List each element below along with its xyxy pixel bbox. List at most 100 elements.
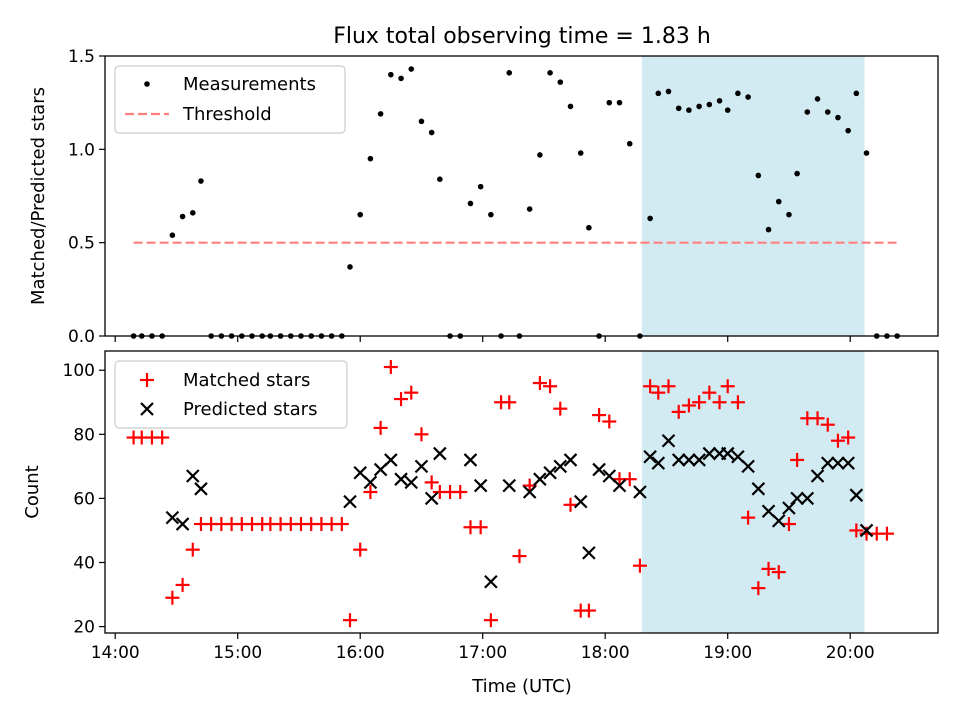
matched-star-point xyxy=(404,385,419,400)
matched-star-point xyxy=(720,379,735,394)
predicted-star-point xyxy=(484,574,498,589)
predicted-star-point xyxy=(633,485,647,499)
predicted-star-point xyxy=(543,465,557,480)
matched-star-point xyxy=(383,360,398,375)
measurement-point xyxy=(696,103,702,110)
measurement-point xyxy=(428,129,435,136)
x-tick-label: 16:00 xyxy=(336,643,385,663)
predicted-star-point xyxy=(643,449,657,464)
top-x-ticks xyxy=(114,336,851,342)
y-tick-label: 1.5 xyxy=(68,47,95,67)
matched-star-point xyxy=(553,401,568,416)
matched-star-point xyxy=(473,520,488,535)
top-legend: Measurements Threshold xyxy=(114,65,346,134)
predicted-star-point xyxy=(800,491,815,506)
predicted-star-point xyxy=(671,453,686,467)
measurement-point xyxy=(488,211,494,218)
legend-measurements-label: Measurements xyxy=(183,74,316,95)
measurement-point xyxy=(408,66,415,72)
predicted-star-point xyxy=(682,453,696,467)
predicted-star-point xyxy=(831,456,845,470)
measurement-point xyxy=(775,198,782,205)
measurement-point xyxy=(377,111,384,117)
measurement-point xyxy=(547,70,553,76)
top-axes-frame xyxy=(104,55,939,337)
matched-star-point xyxy=(879,526,894,541)
predicted-star-point xyxy=(175,517,190,531)
measurement-point xyxy=(835,114,841,121)
predicted-star-point xyxy=(841,456,855,470)
predicted-star-point xyxy=(751,482,766,496)
measurement-point xyxy=(745,94,751,100)
measurement-point xyxy=(606,99,613,106)
top-panel: 0.0 0.5 1.0 1.5 Matched/Predicted stars Mea… xyxy=(28,47,939,347)
matched-star-point xyxy=(692,395,707,410)
predicted-star-point xyxy=(790,491,804,506)
matched-star-point xyxy=(849,523,864,538)
top-legend-box xyxy=(114,65,346,134)
predicted-star-point xyxy=(414,459,429,474)
matched-star-point xyxy=(651,385,666,400)
predicted-star-point xyxy=(661,433,676,448)
legend-measurements-marker xyxy=(144,81,150,87)
measurement-point xyxy=(786,211,792,218)
matched-star-point xyxy=(751,581,766,596)
y-tick-label: 0.0 xyxy=(68,327,95,347)
y-tick-label: 20 xyxy=(73,618,95,638)
top-shaded-interval xyxy=(641,56,865,336)
matched-star-point xyxy=(810,411,825,426)
measurement-point xyxy=(367,155,374,162)
matched-star-point xyxy=(512,549,527,564)
measurement-point xyxy=(506,70,513,76)
measurement-point xyxy=(794,170,800,177)
matched-star-point xyxy=(453,485,468,499)
matched-star-point xyxy=(363,485,378,499)
x-tick-label: 18:00 xyxy=(581,643,630,663)
measurement-point xyxy=(853,90,860,97)
matched-star-point xyxy=(841,430,856,445)
matched-star-point xyxy=(414,427,429,442)
legend-threshold-label: Threshold xyxy=(182,104,272,125)
measurement-point xyxy=(537,152,543,158)
measurement-point xyxy=(357,211,364,218)
legend-matched-label: Matched stars xyxy=(183,370,310,391)
matched-star-point xyxy=(781,517,796,532)
measurement-point xyxy=(824,109,831,115)
predicted-star-point xyxy=(433,446,447,461)
bottom-shaded-interval xyxy=(641,351,865,633)
predicted-star-point xyxy=(394,472,408,486)
matched-star-point xyxy=(543,379,558,394)
measurement-point xyxy=(169,232,176,238)
measurement-point xyxy=(735,90,741,97)
predicted-star-point xyxy=(502,478,517,493)
matched-star-point xyxy=(185,542,200,557)
matched-star-point xyxy=(771,565,786,580)
matched-star-point xyxy=(343,613,357,628)
measurement-point xyxy=(755,172,762,179)
measurement-point xyxy=(179,213,186,220)
measurement-point xyxy=(863,150,870,156)
measurement-point xyxy=(686,107,692,113)
bottom-legend: Matched stars Predicted stars xyxy=(114,360,348,429)
matched-star-point xyxy=(532,376,547,391)
predicted-star-point xyxy=(463,453,478,467)
predicted-star-point xyxy=(533,472,547,486)
bottom-data-marks xyxy=(126,360,894,628)
chart-title: Flux total observing time = 1.83 h xyxy=(333,24,711,49)
predicted-star-point xyxy=(720,446,735,461)
matched-star-point xyxy=(741,510,756,525)
predicted-star-point xyxy=(702,446,717,461)
predicted-star-point xyxy=(612,478,627,493)
matched-star-point xyxy=(702,385,717,400)
matched-star-point xyxy=(155,430,170,445)
measurement-point xyxy=(557,79,564,85)
measurement-point xyxy=(655,90,662,97)
measurement-point xyxy=(567,103,574,110)
top-y-ticks: 0.0 0.5 1.0 1.5 xyxy=(68,47,105,347)
predicted-star-point xyxy=(849,488,864,502)
matched-star-point xyxy=(681,398,696,413)
measurement-point xyxy=(577,150,584,156)
predicted-star-point xyxy=(859,523,874,538)
matched-star-point xyxy=(334,517,349,532)
